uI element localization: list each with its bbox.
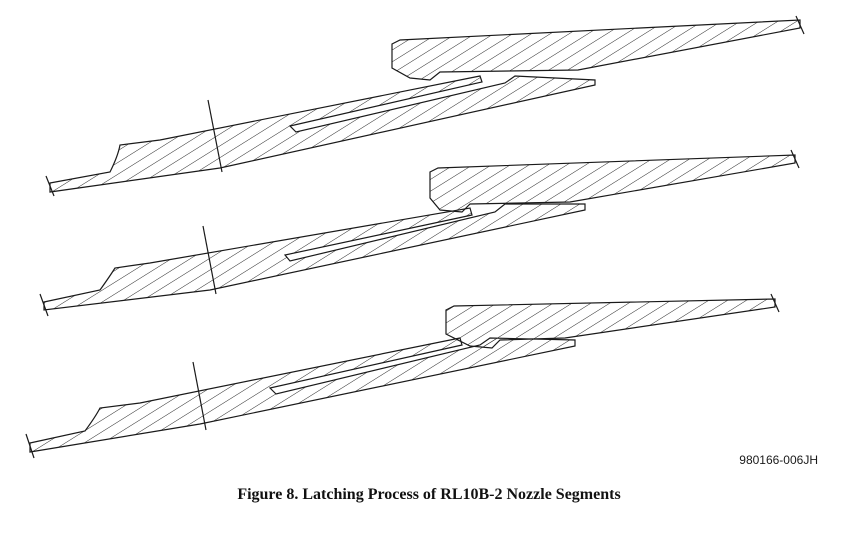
stage-3-break-right xyxy=(770,293,780,313)
stage-1-break-right xyxy=(795,15,805,35)
figure-reference-number: 980166-006JH xyxy=(739,453,818,467)
stage-3-break-left xyxy=(25,433,35,459)
stage-2-extension-segment xyxy=(429,154,796,213)
figure-caption: Figure 8. Latching Process of RL10B-2 No… xyxy=(237,486,621,503)
stage-3-section-line xyxy=(192,361,207,431)
stage-2-break-left xyxy=(39,293,49,317)
stage-3-nozzle-wall xyxy=(29,337,576,453)
stage-1-nozzle-wall xyxy=(49,75,596,193)
stage-3-extension-segment xyxy=(445,298,776,349)
stage-1-break-left xyxy=(45,175,55,197)
stage-1-extension-segment xyxy=(391,19,801,81)
stage-2-break-right xyxy=(790,149,800,169)
stage-2-nozzle-wall xyxy=(43,203,586,311)
stage-3-latched xyxy=(25,293,780,459)
stage-2-engaging xyxy=(39,149,800,317)
nozzle-segment-diagram xyxy=(25,15,805,459)
stage-1-section-line xyxy=(207,99,223,173)
stage-2-section-line xyxy=(202,225,217,295)
stage-1-approach xyxy=(45,15,805,197)
